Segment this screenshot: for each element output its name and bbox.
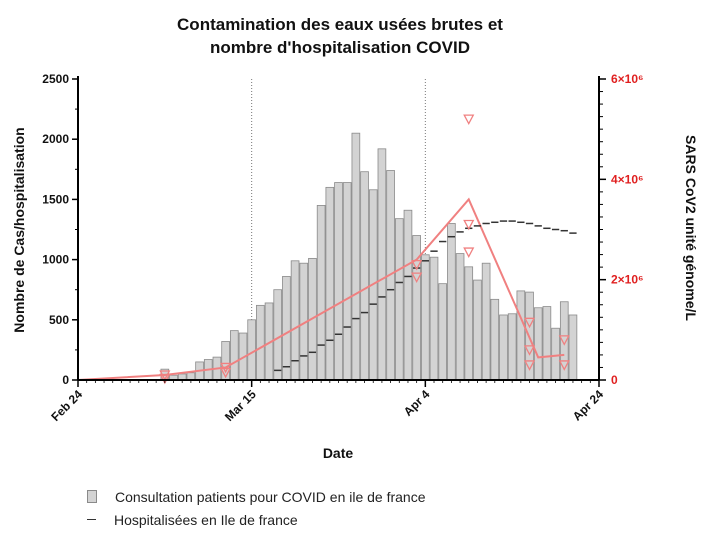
- virus-sample-marker: [523, 345, 536, 356]
- legend-item-consultations: Consultation patients pour COVID en ile …: [84, 485, 426, 508]
- y2-tick-label: 0: [611, 373, 618, 387]
- y-axis-title: Nombre de Cas/hospitalisation: [11, 127, 27, 332]
- bar: [455, 253, 465, 381]
- bar: [247, 319, 256, 381]
- hospital-dash-series: [274, 220, 577, 372]
- bar: [316, 205, 326, 381]
- x-axis-title: Date: [323, 445, 354, 461]
- bar: [499, 314, 508, 381]
- virus-sample-markers: [159, 114, 570, 385]
- bar: [438, 283, 448, 381]
- virus-sample-marker: [463, 114, 475, 126]
- bar: [282, 276, 291, 381]
- virus-sample-marker: [463, 247, 475, 258]
- bar: [533, 307, 543, 381]
- virus-sample-marker: [558, 335, 570, 346]
- bar: [290, 260, 300, 381]
- bar: [351, 132, 361, 381]
- bar: [551, 327, 560, 381]
- bar: [507, 313, 517, 381]
- bar-series: [160, 132, 578, 381]
- bar: [516, 290, 526, 381]
- y2-tick-label: 4×10⁶: [611, 172, 644, 186]
- virus-sample-marker: [159, 373, 171, 385]
- x-axis-ticks: Feb 24 Mar 15 Apr 4 Apr 24: [48, 380, 606, 424]
- bar: [473, 279, 482, 381]
- x-tick-label: Apr 4: [401, 387, 433, 419]
- virus-sample-marker: [220, 362, 232, 374]
- virus-sample-marker: [463, 219, 475, 231]
- y2-axis-ticks: 0 2×10⁶ 4×10⁶ 6×10⁶: [599, 72, 644, 387]
- virus-sample-marker: [159, 370, 171, 381]
- bar: [256, 304, 265, 381]
- legend-bar-swatch: [87, 490, 97, 503]
- virus-sample-marker: [411, 259, 423, 271]
- bar: [221, 341, 230, 381]
- bar: [403, 209, 413, 381]
- legend-item-hospitalisations: Hospitalisées en Ile de france: [84, 508, 426, 531]
- legend-label-hospitalisations: Hospitalisées en Ile de france: [114, 511, 298, 528]
- y-tick-label: 1000: [42, 253, 69, 267]
- bar: [429, 256, 439, 381]
- chart-title-line-1: Contamination des eaux usées brutes et: [177, 15, 503, 34]
- bar: [273, 289, 283, 381]
- chart-title-line-2: nombre d'hospitalisation COVID: [210, 38, 470, 57]
- bar: [325, 186, 335, 381]
- bar: [394, 218, 404, 381]
- y2-tick-label: 6×10⁶: [611, 72, 644, 86]
- bar: [342, 182, 352, 381]
- y-axis-ticks: 0 500 1000 1500 2000 2500: [42, 72, 78, 387]
- x-tick-label: Mar 15: [222, 387, 259, 424]
- virus-sample-marker: [220, 367, 232, 379]
- bar: [490, 298, 500, 381]
- bar: [186, 372, 196, 381]
- y2-axis-title: SARS CoV2 unité génome/L: [683, 135, 699, 321]
- virus-sample-marker: [523, 360, 536, 371]
- virus-sample-marker: [523, 317, 536, 329]
- legend-label-consultations: Consultation patients pour COVID en ile …: [115, 488, 426, 505]
- x-tick-label: Apr 24: [570, 387, 607, 424]
- y-tick-label: 1500: [42, 192, 69, 206]
- bar: [421, 254, 430, 381]
- bar: [360, 171, 369, 381]
- virus-sample-marker: [558, 360, 570, 371]
- virus-sample-marker: [411, 272, 423, 284]
- y-tick-label: 500: [49, 313, 69, 327]
- legend: Consultation patients pour COVID en ile …: [84, 485, 426, 531]
- bar: [377, 148, 387, 381]
- x-tick-label: Feb 24: [48, 387, 85, 424]
- legend-dash-swatch: [87, 518, 96, 521]
- y-tick-label: 2500: [42, 72, 69, 86]
- bar: [481, 262, 491, 381]
- bar: [542, 306, 552, 381]
- bar: [447, 223, 456, 381]
- y2-tick-label: 2×10⁶: [611, 273, 644, 287]
- y-tick-label: 0: [62, 373, 69, 387]
- bar: [464, 266, 474, 381]
- bar: [229, 330, 239, 381]
- bar: [334, 182, 343, 381]
- bar: [568, 314, 578, 381]
- y-tick-label: 2000: [42, 132, 69, 146]
- reference-lines: [251, 79, 426, 380]
